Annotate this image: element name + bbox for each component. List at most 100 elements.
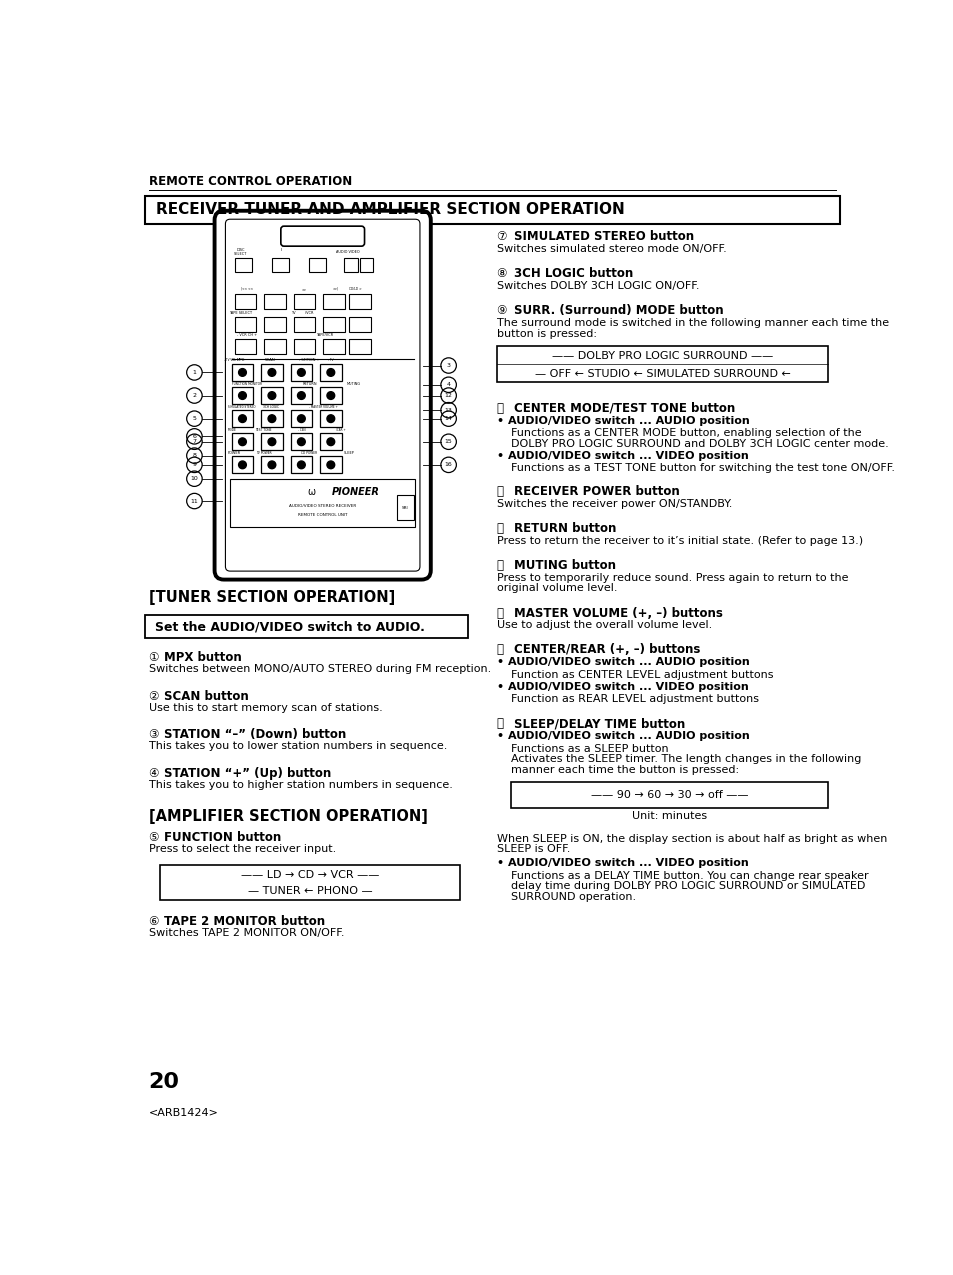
Text: AUDIO/VIDEO STEREO RECEIVER: AUDIO/VIDEO STEREO RECEIVER [289, 505, 355, 509]
Text: — TUNER ← PHONO —: — TUNER ← PHONO — [248, 886, 373, 896]
Text: Set the AUDIO/VIDEO switch to AUDIO.: Set the AUDIO/VIDEO switch to AUDIO. [154, 620, 424, 634]
Text: CENTER/REAR (+, –) buttons: CENTER/REAR (+, –) buttons [514, 644, 700, 657]
Text: Unit: minutes: Unit: minutes [632, 811, 707, 821]
Text: ⑫: ⑫ [497, 484, 508, 497]
Text: SELECT: SELECT [234, 252, 248, 256]
Text: ⑭: ⑭ [497, 558, 508, 571]
Text: ④: ④ [149, 766, 163, 780]
Bar [294, 317, 315, 333]
Text: MPX button: MPX button [164, 652, 242, 664]
Text: ⑥: ⑥ [149, 915, 163, 928]
Circle shape [268, 368, 275, 376]
Text: /VCR: /VCR [305, 311, 313, 315]
Text: ⑮: ⑮ [497, 607, 508, 620]
Text: delay time during DOLBY PRO LOGIC SURROUND or SIMULATED: delay time during DOLBY PRO LOGIC SURROU… [511, 881, 865, 891]
Bar [261, 434, 282, 450]
Text: Activates the SLEEP timer. The length changes in the following: Activates the SLEEP timer. The length ch… [511, 755, 861, 765]
Text: /CAR +: /CAR + [335, 427, 346, 432]
Bar [232, 456, 253, 473]
Text: 15: 15 [444, 440, 452, 444]
Bar [232, 363, 253, 381]
Text: 3CH LOGIC: 3CH LOGIC [262, 404, 278, 409]
Bar [344, 258, 357, 272]
Text: RECEIVER POWER button: RECEIVER POWER button [514, 484, 679, 497]
Text: MODE: MODE [228, 427, 236, 432]
Text: 1: 1 [193, 370, 196, 375]
Text: • AUDIO/VIDEO switch ... AUDIO position: • AUDIO/VIDEO switch ... AUDIO position [497, 416, 749, 426]
Text: ⑧: ⑧ [497, 266, 511, 280]
Text: ⒰: ⒰ [497, 718, 508, 731]
Text: PIONEER: PIONEER [332, 487, 379, 497]
Text: CD POWER: CD POWER [301, 451, 317, 455]
Text: 16: 16 [444, 463, 452, 468]
Text: ⑦: ⑦ [497, 230, 511, 244]
Text: Functions as a SLEEP button: Functions as a SLEEP button [511, 743, 668, 754]
Text: ①: ① [149, 652, 163, 664]
Circle shape [268, 437, 275, 445]
Text: SIMULATED STEREO: SIMULATED STEREO [228, 404, 255, 409]
Circle shape [297, 462, 305, 469]
Circle shape [238, 462, 246, 469]
Text: ②: ② [149, 690, 163, 703]
Text: SLEEP is OFF.: SLEEP is OFF. [497, 844, 570, 854]
Bar [396, 495, 414, 519]
Text: Use to adjust the overall volume level.: Use to adjust the overall volume level. [497, 621, 712, 630]
Text: Functions as a TEST TONE button for switching the test tone ON/OFF.: Functions as a TEST TONE button for swit… [511, 463, 895, 473]
Text: [AMPLIFIER SECTION OPERATION]: [AMPLIFIER SECTION OPERATION] [149, 810, 427, 824]
Text: <ARB1424>: <ARB1424> [149, 1108, 218, 1118]
Bar [234, 317, 256, 333]
Text: When SLEEP is ON, the display section is about half as bright as when: When SLEEP is ON, the display section is… [497, 834, 887, 844]
Text: AUDIO VIDEO: AUDIO VIDEO [335, 250, 359, 254]
Text: RETURN: RETURN [303, 381, 317, 385]
Text: CD/LD >: CD/LD > [349, 287, 362, 291]
Text: SLEEP/DELAY TIME button: SLEEP/DELAY TIME button [514, 718, 685, 731]
Text: Use this to start memory scan of stations.: Use this to start memory scan of station… [149, 703, 382, 713]
Text: SURR. (Surround) MODE button: SURR. (Surround) MODE button [514, 303, 723, 317]
Circle shape [238, 368, 246, 376]
Text: 7: 7 [193, 440, 196, 444]
Text: • AUDIO/VIDEO switch ... VIDEO position: • AUDIO/VIDEO switch ... VIDEO position [497, 682, 748, 692]
Text: Function as REAR LEVEL adjustment buttons: Function as REAR LEVEL adjustment button… [511, 695, 759, 704]
Text: This takes you to higher station numbers in sequence.: This takes you to higher station numbers… [149, 780, 452, 789]
Text: 3CH LOGIC button: 3CH LOGIC button [514, 266, 633, 280]
Text: 10: 10 [191, 476, 198, 481]
Text: Press to return the receiver to it’s initial state. (Refer to page 13.): Press to return the receiver to it’s ini… [497, 536, 862, 546]
Text: - CEN: - CEN [297, 427, 305, 432]
Bar [160, 866, 459, 900]
Text: DOLBY PRO LOGIC SURROUND and DOLBY 3CH LOGIC center mode.: DOLBY PRO LOGIC SURROUND and DOLBY 3CH L… [511, 439, 888, 449]
Bar [359, 258, 373, 272]
Text: RETURN button: RETURN button [514, 521, 617, 534]
Text: SURROUND operation.: SURROUND operation. [511, 892, 636, 903]
Text: 12: 12 [444, 393, 452, 398]
Text: • AUDIO/VIDEO switch ... AUDIO position: • AUDIO/VIDEO switch ... AUDIO position [497, 732, 749, 741]
Text: TAPE SELECT: TAPE SELECT [229, 311, 253, 315]
Bar [234, 339, 256, 354]
Text: Switches DOLBY 3CH LOGIC ON/OFF.: Switches DOLBY 3CH LOGIC ON/OFF. [497, 280, 700, 291]
Bar [261, 411, 282, 427]
Text: POWER: POWER [228, 451, 240, 455]
Text: >>: >> [301, 287, 306, 291]
Text: TAPE 2 MONITOR button: TAPE 2 MONITOR button [164, 915, 325, 928]
Text: MASTER VOLUME (+, –) buttons: MASTER VOLUME (+, –) buttons [514, 607, 722, 620]
Text: 14: 14 [444, 416, 452, 421]
Circle shape [238, 437, 246, 445]
Text: Switches TAPE 2 MONITOR ON/OFF.: Switches TAPE 2 MONITOR ON/OFF. [149, 928, 344, 938]
Bar [291, 456, 312, 473]
Text: ⑤: ⑤ [149, 830, 163, 844]
Text: ⑨: ⑨ [497, 303, 511, 317]
Text: MUTING: MUTING [346, 381, 360, 385]
Text: Switches the receiver power ON/STANDBY.: Switches the receiver power ON/STANDBY. [497, 499, 732, 509]
Text: original volume level.: original volume level. [497, 584, 618, 593]
Text: FUNCTION button: FUNCTION button [164, 830, 281, 844]
Text: Switches between MONO/AUTO STEREO during FM reception.: Switches between MONO/AUTO STEREO during… [149, 664, 491, 674]
Circle shape [268, 391, 275, 399]
Circle shape [297, 391, 305, 399]
Circle shape [238, 391, 246, 399]
Text: 11: 11 [191, 499, 198, 504]
Text: 2: 2 [193, 393, 196, 398]
Text: The surround mode is switched in the following manner each time the: The surround mode is switched in the fol… [497, 317, 888, 328]
Text: —— LD → CD → VCR ——: —— LD → CD → VCR —— [241, 871, 379, 880]
Text: TEST TONE: TEST TONE [254, 427, 271, 432]
Circle shape [297, 414, 305, 422]
Circle shape [327, 414, 335, 422]
